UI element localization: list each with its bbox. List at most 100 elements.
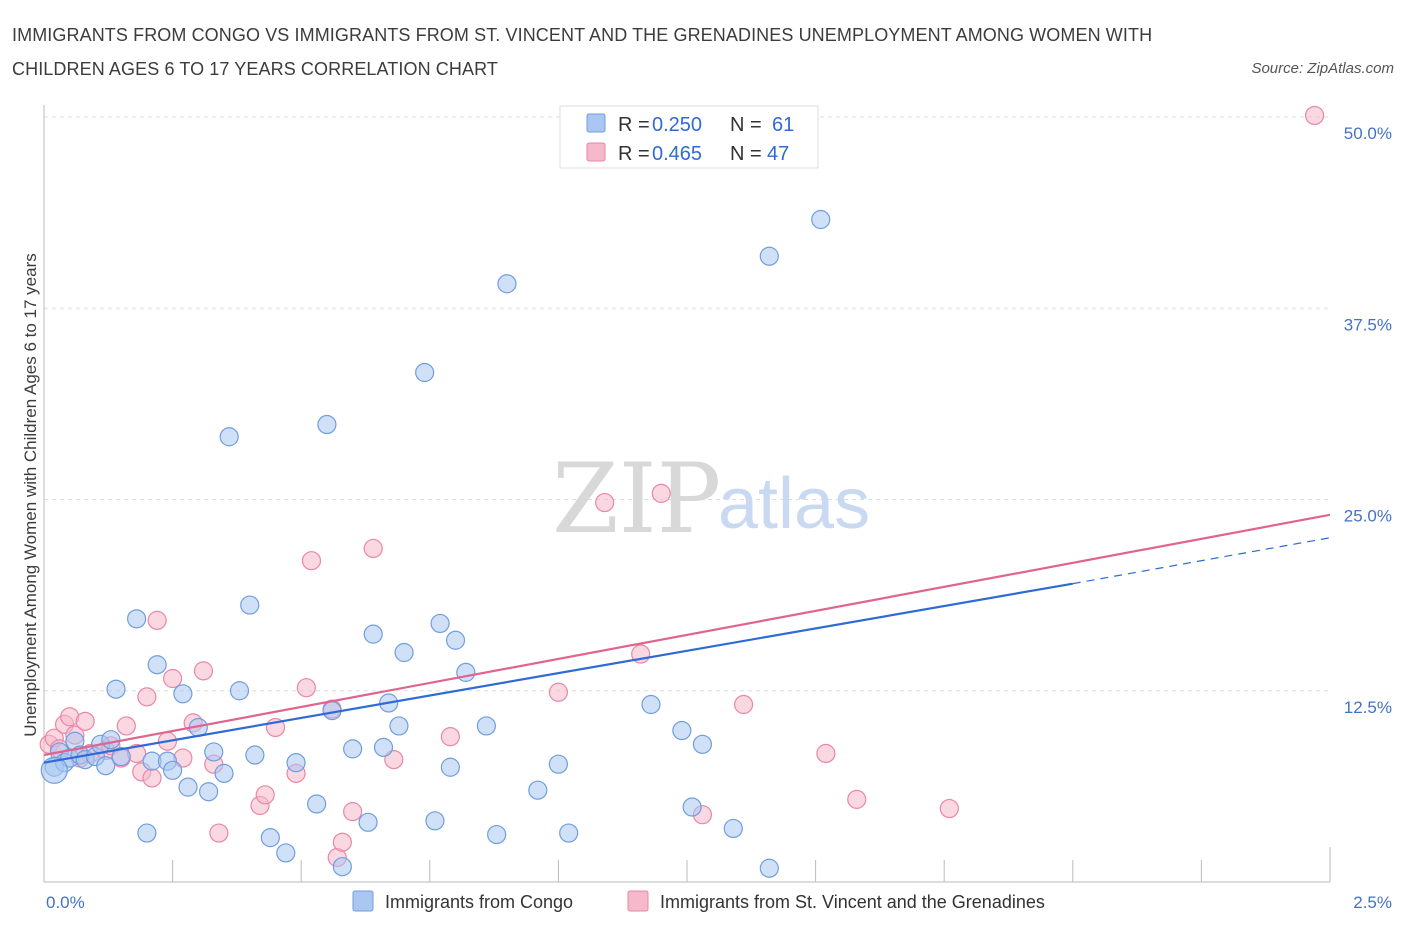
trend-line-congo <box>43 582 1073 764</box>
congo-point-43 <box>415 362 435 383</box>
congo-point-25 <box>219 427 239 447</box>
y-tick-labels: 12.5% 25.0% 37.5% 50.0% <box>1344 124 1392 717</box>
x-tick-label-0: 0.0% <box>46 893 85 912</box>
st-vincent-point-36 <box>384 749 404 770</box>
series-congo-points <box>40 209 831 878</box>
y-tick-label-1: 25.0% <box>1344 507 1392 526</box>
congo-point-47 <box>445 630 466 650</box>
st-vincent-point-17 <box>147 610 167 630</box>
bottom-legend: Immigrants from Congo Immigrants from St… <box>352 890 1045 912</box>
congo-point-50 <box>487 824 507 845</box>
st-vincent-point-44 <box>816 743 836 764</box>
congo-point-57 <box>682 797 702 817</box>
legend-r-value-st-vincent: 0.465 <box>652 143 702 165</box>
st-vincent-point-43 <box>733 694 754 715</box>
x-tick-labels: 0.0% 2.5% <box>46 893 1392 912</box>
y-axis-label: Unemployment Among Women with Children A… <box>21 253 40 737</box>
watermark-zip: ZIP <box>552 443 721 555</box>
st-vincent-point-19 <box>163 668 183 689</box>
st-vincent-point-37 <box>440 727 460 747</box>
watermark-atlas: atlas <box>718 464 870 544</box>
st-vincent-point-22 <box>193 661 214 681</box>
trend-line-congo-extension <box>1072 537 1331 585</box>
congo-point-60 <box>759 858 779 878</box>
chart-title: IMMIGRANTS FROM CONGO VS IMMIGRANTS FROM… <box>12 25 1153 79</box>
st-vincent-point-16 <box>142 768 162 788</box>
congo-point-33 <box>317 414 337 435</box>
congo-point-16 <box>147 655 167 675</box>
congo-point-53 <box>548 754 569 774</box>
congo-point-32 <box>307 794 327 814</box>
congo-point-29 <box>260 828 280 848</box>
legend: R = 0.250 N = 61 R = 0.465 N = 47 <box>559 105 819 169</box>
bottom-legend-label-st-vincent: Immigrants from St. Vincent and the Gren… <box>660 892 1045 912</box>
congo-point-23 <box>204 742 224 762</box>
congo-point-26 <box>229 681 250 701</box>
congo-point-38 <box>363 624 383 644</box>
y-tick-label-2: 37.5% <box>1344 315 1392 334</box>
congo-point-56 <box>672 720 692 741</box>
x-tick-label-1: 2.5% <box>1353 893 1392 912</box>
y-tick-label-0: 12.5% <box>1344 698 1392 717</box>
st-vincent-point-26 <box>255 785 275 805</box>
congo-point-27 <box>240 595 260 615</box>
congo-point-62 <box>811 209 831 230</box>
legend-n-value-st-vincent: 47 <box>767 143 789 165</box>
watermark: ZIP atlas <box>552 443 870 555</box>
axes <box>43 105 1331 883</box>
trend-lines <box>43 513 1331 764</box>
congo-point-14 <box>137 823 157 843</box>
legend-r-label-congo: R = <box>618 114 650 136</box>
st-vincent-point-7 <box>75 711 95 731</box>
congo-point-51 <box>497 274 517 294</box>
congo-point-19 <box>173 684 193 704</box>
congo-point-22 <box>199 782 219 802</box>
legend-swatch-st-vincent <box>586 142 606 162</box>
congo-point-13 <box>126 609 147 629</box>
congo-point-24 <box>214 763 234 783</box>
trend-line-st-vincent <box>43 513 1331 757</box>
st-vincent-point-33 <box>332 832 352 852</box>
st-vincent-point-39 <box>595 492 615 513</box>
legend-r-value-congo: 0.250 <box>652 114 702 136</box>
st-vincent-point-47 <box>1304 105 1325 126</box>
congo-point-44 <box>425 811 445 831</box>
congo-point-11 <box>111 746 131 767</box>
st-vincent-point-12 <box>116 716 136 736</box>
congo-point-18 <box>163 760 183 780</box>
legend-n-value-congo: 61 <box>772 114 794 136</box>
congo-point-48 <box>456 662 476 682</box>
bottom-legend-label-congo: Immigrants from Congo <box>385 892 573 912</box>
legend-n-label-congo: N = <box>730 114 762 136</box>
source-label: Source: ZipAtlas.com <box>1251 60 1394 77</box>
congo-point-46 <box>440 757 460 777</box>
st-vincent-point-34 <box>343 802 363 822</box>
st-vincent-point-46 <box>939 798 959 819</box>
legend-n-label-st-vincent: N = <box>730 143 762 165</box>
congo-point-31 <box>286 753 306 773</box>
congo-point-28 <box>245 745 265 765</box>
congo-point-39 <box>373 737 394 757</box>
congo-cluster-point <box>40 756 68 784</box>
congo-point-49 <box>476 716 496 736</box>
congo-point-10 <box>101 730 121 750</box>
legend-swatch-congo <box>586 113 606 133</box>
st-vincent-point-41 <box>651 483 671 503</box>
congo-point-45 <box>430 613 450 634</box>
congo-point-36 <box>343 739 363 759</box>
bottom-legend-swatch-congo <box>352 890 374 912</box>
congo-point-35 <box>332 857 352 877</box>
congo-point-52 <box>528 780 548 800</box>
st-vincent-point-45 <box>847 789 867 809</box>
st-vincent-point-30 <box>301 551 322 571</box>
congo-point-37 <box>358 812 378 832</box>
congo-point-58 <box>692 734 713 754</box>
congo-point-59 <box>723 818 743 839</box>
congo-point-20 <box>178 777 198 797</box>
y-tick-label-3: 50.0% <box>1344 124 1392 143</box>
congo-point-9 <box>96 756 116 776</box>
congo-point-12 <box>106 679 126 699</box>
congo-point-42 <box>394 642 414 663</box>
bottom-legend-swatch-st-vincent <box>627 890 649 912</box>
